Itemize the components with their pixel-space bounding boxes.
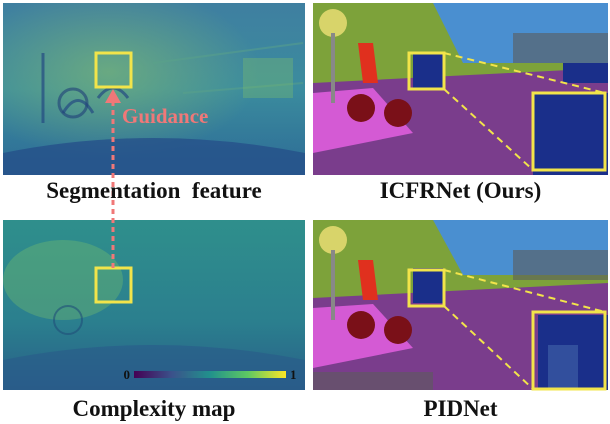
colorbar-min-label: 0 <box>124 367 131 382</box>
caption-icfrnet: ICFRNet (Ours) <box>379 178 542 203</box>
segmentation-feature-image <box>3 3 305 175</box>
caption-complexity-map: Complexity map <box>72 396 236 421</box>
complexity-map-image: 0 1 <box>3 220 305 390</box>
complexity-map-panel: 0 1 <box>3 220 305 390</box>
segmentation-feature-panel <box>3 3 305 175</box>
guidance-label: Guidance <box>122 104 209 128</box>
pidnet-result-panel <box>313 220 608 390</box>
caption-pidnet: PIDNet <box>423 396 498 421</box>
colorbar <box>134 371 286 378</box>
icfrnet-result-panel <box>313 3 608 175</box>
icfrnet-segmentation-image <box>313 3 608 175</box>
caption-segmentation-feature: Segmentation feature <box>46 178 262 203</box>
pidnet-segmentation-image <box>313 220 608 390</box>
colorbar-max-label: 1 <box>290 367 297 382</box>
